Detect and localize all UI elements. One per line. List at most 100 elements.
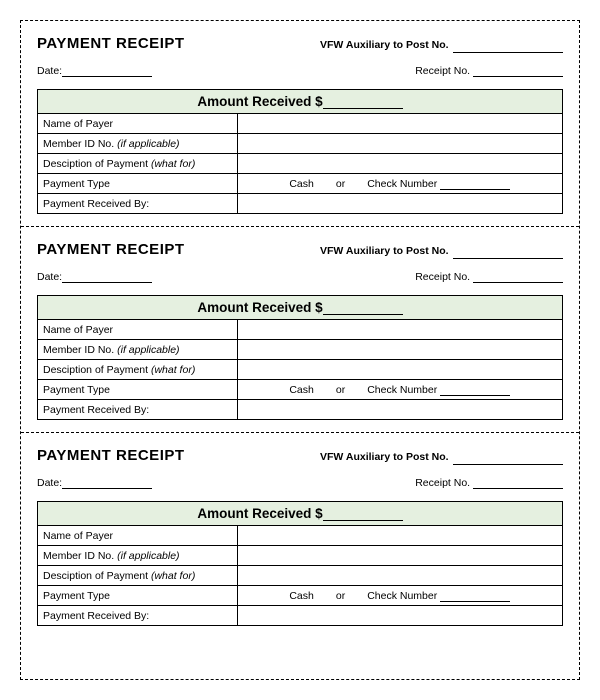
header-row: PAYMENT RECEIPT VFW Auxiliary to Post No…	[37, 241, 563, 259]
amount-header: Amount Received $	[38, 90, 563, 114]
amount-input[interactable]	[323, 314, 403, 315]
receipt-no-label: Receipt No.	[415, 65, 470, 77]
date-field: Date:	[37, 271, 152, 283]
row-label: Payment Received By:	[38, 606, 238, 626]
receipt-no-label: Receipt No.	[415, 271, 470, 283]
date-label: Date:	[37, 271, 62, 283]
row-value[interactable]	[237, 340, 563, 360]
row-value[interactable]	[237, 154, 563, 174]
table-row: Name of Payer	[38, 114, 563, 134]
row-value[interactable]	[237, 360, 563, 380]
post-no-input[interactable]	[453, 258, 563, 259]
post-no-label: VFW Auxiliary to Post No.	[320, 451, 449, 463]
date-label: Date:	[37, 65, 62, 77]
table-row: Desciption of Payment (what for)	[38, 154, 563, 174]
receipt-table: Amount Received $ Name of Payer Member I…	[37, 501, 563, 626]
post-no-input[interactable]	[453, 52, 563, 53]
date-input[interactable]	[62, 282, 152, 283]
row-label: Member ID No. (if applicable)	[38, 134, 238, 154]
row-value[interactable]	[237, 194, 563, 214]
check-option[interactable]: Check Number	[367, 178, 510, 190]
row-label: Desciption of Payment (what for)	[38, 566, 238, 586]
header-row: PAYMENT RECEIPT VFW Auxiliary to Post No…	[37, 35, 563, 53]
meta-row: Date: Receipt No.	[37, 65, 563, 77]
meta-row: Date: Receipt No.	[37, 477, 563, 489]
receipt-no-input[interactable]	[473, 282, 563, 283]
check-option[interactable]: Check Number	[367, 590, 510, 602]
or-text: or	[336, 384, 345, 396]
receipt-no-label: Receipt No.	[415, 477, 470, 489]
row-label: Name of Payer	[38, 526, 238, 546]
receipt-no-field: Receipt No.	[415, 477, 563, 489]
table-row: Member ID No. (if applicable)	[38, 134, 563, 154]
receipt-table: Amount Received $ Name of Payer Member I…	[37, 295, 563, 420]
receipt-block: PAYMENT RECEIPT VFW Auxiliary to Post No…	[21, 21, 579, 227]
receipt-no-field: Receipt No.	[415, 271, 563, 283]
post-no-label: VFW Auxiliary to Post No.	[320, 39, 449, 51]
check-number-input[interactable]	[440, 189, 510, 190]
row-label: Payment Type	[38, 174, 238, 194]
date-field: Date:	[37, 65, 152, 77]
table-row: Desciption of Payment (what for)	[38, 566, 563, 586]
row-value[interactable]	[237, 320, 563, 340]
receipt-block: PAYMENT RECEIPT VFW Auxiliary to Post No…	[21, 433, 579, 638]
row-value[interactable]	[237, 526, 563, 546]
header-row: PAYMENT RECEIPT VFW Auxiliary to Post No…	[37, 447, 563, 465]
receipt-sheet: PAYMENT RECEIPT VFW Auxiliary to Post No…	[20, 20, 580, 680]
check-option[interactable]: Check Number	[367, 384, 510, 396]
row-label: Payment Received By:	[38, 400, 238, 420]
post-no-field: VFW Auxiliary to Post No.	[320, 241, 563, 259]
receipt-no-input[interactable]	[473, 76, 563, 77]
amount-input[interactable]	[323, 520, 403, 521]
meta-row: Date: Receipt No.	[37, 271, 563, 283]
row-label: Payment Type	[38, 380, 238, 400]
date-label: Date:	[37, 477, 62, 489]
receipt-no-field: Receipt No.	[415, 65, 563, 77]
table-row: Member ID No. (if applicable)	[38, 546, 563, 566]
amount-header: Amount Received $	[38, 296, 563, 320]
row-label: Name of Payer	[38, 114, 238, 134]
row-label: Desciption of Payment (what for)	[38, 360, 238, 380]
row-label: Payment Received By:	[38, 194, 238, 214]
row-value[interactable]	[237, 546, 563, 566]
receipt-table: Amount Received $ Name of Payer Member I…	[37, 89, 563, 214]
row-label: Desciption of Payment (what for)	[38, 154, 238, 174]
amount-header: Amount Received $	[38, 502, 563, 526]
table-row: Payment Received By:	[38, 194, 563, 214]
date-field: Date:	[37, 477, 152, 489]
row-value[interactable]	[237, 114, 563, 134]
table-row: Member ID No. (if applicable)	[38, 340, 563, 360]
row-value[interactable]	[237, 606, 563, 626]
post-no-field: VFW Auxiliary to Post No.	[320, 35, 563, 53]
table-row: Payment Received By:	[38, 606, 563, 626]
date-input[interactable]	[62, 488, 152, 489]
row-label: Member ID No. (if applicable)	[38, 546, 238, 566]
cash-option[interactable]: Cash	[289, 178, 314, 190]
row-label: Member ID No. (if applicable)	[38, 340, 238, 360]
payment-type-value: Cash or Check Number	[237, 174, 563, 194]
cash-option[interactable]: Cash	[289, 590, 314, 602]
table-row: Desciption of Payment (what for)	[38, 360, 563, 380]
row-value[interactable]	[237, 134, 563, 154]
check-number-input[interactable]	[440, 601, 510, 602]
table-row: Name of Payer	[38, 526, 563, 546]
table-row: Name of Payer	[38, 320, 563, 340]
row-value[interactable]	[237, 566, 563, 586]
receipt-no-input[interactable]	[473, 488, 563, 489]
date-input[interactable]	[62, 76, 152, 77]
post-no-input[interactable]	[453, 464, 563, 465]
or-text: or	[336, 590, 345, 602]
table-row: Payment Type Cash or Check Number	[38, 380, 563, 400]
cash-option[interactable]: Cash	[289, 384, 314, 396]
row-label: Payment Type	[38, 586, 238, 606]
table-row: Payment Received By:	[38, 400, 563, 420]
receipt-title: PAYMENT RECEIPT	[37, 447, 185, 464]
post-no-label: VFW Auxiliary to Post No.	[320, 245, 449, 257]
payment-type-value: Cash or Check Number	[237, 586, 563, 606]
row-value[interactable]	[237, 400, 563, 420]
amount-input[interactable]	[323, 108, 403, 109]
payment-type-value: Cash or Check Number	[237, 380, 563, 400]
check-number-input[interactable]	[440, 395, 510, 396]
row-label: Name of Payer	[38, 320, 238, 340]
post-no-field: VFW Auxiliary to Post No.	[320, 447, 563, 465]
